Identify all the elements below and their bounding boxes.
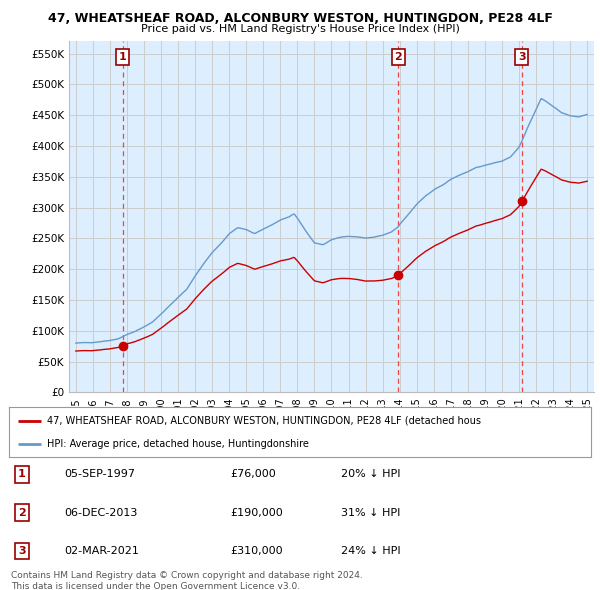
Text: 31% ↓ HPI: 31% ↓ HPI <box>341 507 400 517</box>
Text: 1: 1 <box>18 470 26 480</box>
Text: 47, WHEATSHEAF ROAD, ALCONBURY WESTON, HUNTINGDON, PE28 4LF (detached hous: 47, WHEATSHEAF ROAD, ALCONBURY WESTON, H… <box>47 415 481 425</box>
Text: 20% ↓ HPI: 20% ↓ HPI <box>341 470 400 480</box>
Text: 3: 3 <box>518 52 526 62</box>
Text: £76,000: £76,000 <box>230 470 276 480</box>
Text: 2: 2 <box>18 507 26 517</box>
Text: Price paid vs. HM Land Registry's House Price Index (HPI): Price paid vs. HM Land Registry's House … <box>140 24 460 34</box>
Text: 02-MAR-2021: 02-MAR-2021 <box>64 546 139 556</box>
Text: 06-DEC-2013: 06-DEC-2013 <box>64 507 137 517</box>
Text: Contains HM Land Registry data © Crown copyright and database right 2024.
This d: Contains HM Land Registry data © Crown c… <box>11 571 362 590</box>
Text: 1: 1 <box>119 52 127 62</box>
Text: 2: 2 <box>394 52 402 62</box>
Text: 24% ↓ HPI: 24% ↓ HPI <box>341 546 400 556</box>
Text: 47, WHEATSHEAF ROAD, ALCONBURY WESTON, HUNTINGDON, PE28 4LF: 47, WHEATSHEAF ROAD, ALCONBURY WESTON, H… <box>47 12 553 25</box>
Text: 05-SEP-1997: 05-SEP-1997 <box>64 470 135 480</box>
Text: 3: 3 <box>18 546 26 556</box>
Text: £310,000: £310,000 <box>230 546 283 556</box>
Text: HPI: Average price, detached house, Huntingdonshire: HPI: Average price, detached house, Hunt… <box>47 439 309 449</box>
Text: £190,000: £190,000 <box>230 507 283 517</box>
